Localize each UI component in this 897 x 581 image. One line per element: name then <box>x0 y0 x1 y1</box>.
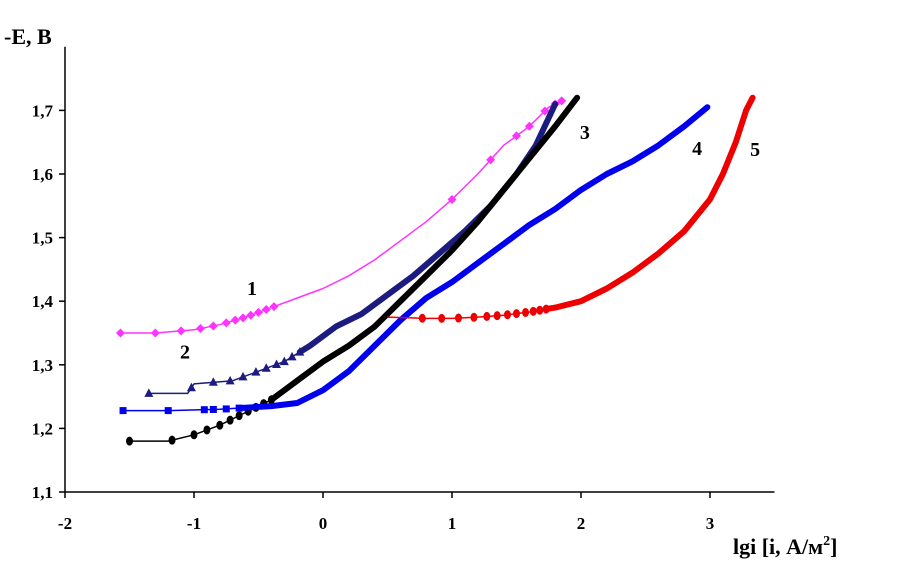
point-3 <box>267 395 275 405</box>
point-1 <box>176 326 186 336</box>
point-5 <box>438 313 446 323</box>
y-tick-label: 1,2 <box>32 419 53 438</box>
point-1 <box>230 315 240 325</box>
point-1 <box>254 307 263 317</box>
x-axis-title-sup: 2 <box>823 534 830 549</box>
point-5 <box>513 309 520 319</box>
curve-label-3: 3 <box>580 122 590 144</box>
point-4 <box>222 405 230 413</box>
point-2 <box>225 375 235 385</box>
point-1 <box>150 328 160 338</box>
point-5 <box>529 306 537 316</box>
y-tick-label: 1,4 <box>32 292 54 311</box>
y-tick-label: 1,7 <box>32 101 54 120</box>
point-5 <box>542 304 550 314</box>
x-tick-label: -1 <box>187 514 201 533</box>
point-5 <box>536 305 544 315</box>
x-axis-title-main: lgi [i, А/м <box>733 534 823 559</box>
x-axis-title-end: ] <box>830 534 837 559</box>
point-1 <box>195 324 205 334</box>
point-1 <box>238 313 248 323</box>
point-3 <box>168 435 176 445</box>
point-1 <box>261 304 271 314</box>
series-line-4 <box>123 106 708 412</box>
point-3 <box>226 415 234 425</box>
series-line-1 <box>120 100 563 334</box>
series-line-3 <box>129 97 578 442</box>
point-4 <box>164 407 172 415</box>
point-1 <box>115 328 125 338</box>
point-5 <box>493 311 501 321</box>
series-dense-3 <box>268 94 581 403</box>
series-5 <box>387 94 756 323</box>
y-tick-label: 1,6 <box>32 165 53 184</box>
point-2 <box>287 351 297 361</box>
point-1 <box>447 194 457 204</box>
point-4 <box>235 404 243 412</box>
point-2 <box>208 377 218 386</box>
series-4 <box>119 104 711 415</box>
y-tick-label: 1,3 <box>32 356 53 375</box>
curve-label-5: 5 <box>750 139 760 161</box>
point-4 <box>209 405 217 413</box>
series-dense-5 <box>543 94 756 313</box>
point-1 <box>512 131 521 141</box>
point-1 <box>557 96 567 106</box>
x-tick-label: 3 <box>706 514 715 533</box>
point-1 <box>221 318 231 328</box>
point-5 <box>470 312 478 322</box>
x-tick-label: 2 <box>577 514 586 533</box>
curve-label-2: 2 <box>180 341 190 363</box>
point-2 <box>144 388 154 397</box>
point-2 <box>186 382 196 392</box>
point-1 <box>486 155 496 165</box>
x-tick-label: 0 <box>319 514 328 533</box>
point-1 <box>208 321 218 331</box>
point-1 <box>246 310 256 320</box>
point-5 <box>522 307 530 317</box>
point-2 <box>272 359 282 368</box>
point-1 <box>269 302 279 312</box>
point-3 <box>190 430 198 440</box>
point-3 <box>216 420 224 430</box>
y-tick-label: 1,1 <box>32 483 53 502</box>
point-2 <box>295 347 305 356</box>
point-4 <box>119 407 127 415</box>
point-3 <box>126 436 133 446</box>
axes: 1,1 1,2 1,3 1,4 1,5 1,6 1,7 -2 -1 0 1 2 3 <box>32 46 775 533</box>
point-2 <box>238 371 248 381</box>
x-tick-label: -2 <box>58 514 72 533</box>
point-2 <box>261 363 271 372</box>
point-2 <box>251 367 261 376</box>
point-1 <box>524 121 534 131</box>
labels-layer: 1 2 3 4 5 <box>180 122 760 363</box>
series-1 <box>115 96 567 338</box>
y-tick-label: 1,5 <box>32 229 53 248</box>
x-tick-label: 1 <box>448 514 457 533</box>
series-layer <box>115 94 756 446</box>
x-axis-title: lgi [i, А/м2] <box>733 534 837 559</box>
y-axis-title: -E, B <box>4 24 52 49</box>
series-3 <box>126 94 581 446</box>
point-1 <box>540 106 550 116</box>
point-5 <box>503 310 511 320</box>
point-2 <box>279 356 289 366</box>
point-5 <box>454 313 462 323</box>
curve-label-4: 4 <box>692 138 702 160</box>
series-dense-4 <box>236 104 711 412</box>
point-4 <box>200 406 208 414</box>
point-3 <box>203 425 211 435</box>
curve-label-1: 1 <box>247 278 257 300</box>
point-3 <box>235 411 243 421</box>
point-5 <box>483 311 491 321</box>
point-5 <box>418 313 426 323</box>
